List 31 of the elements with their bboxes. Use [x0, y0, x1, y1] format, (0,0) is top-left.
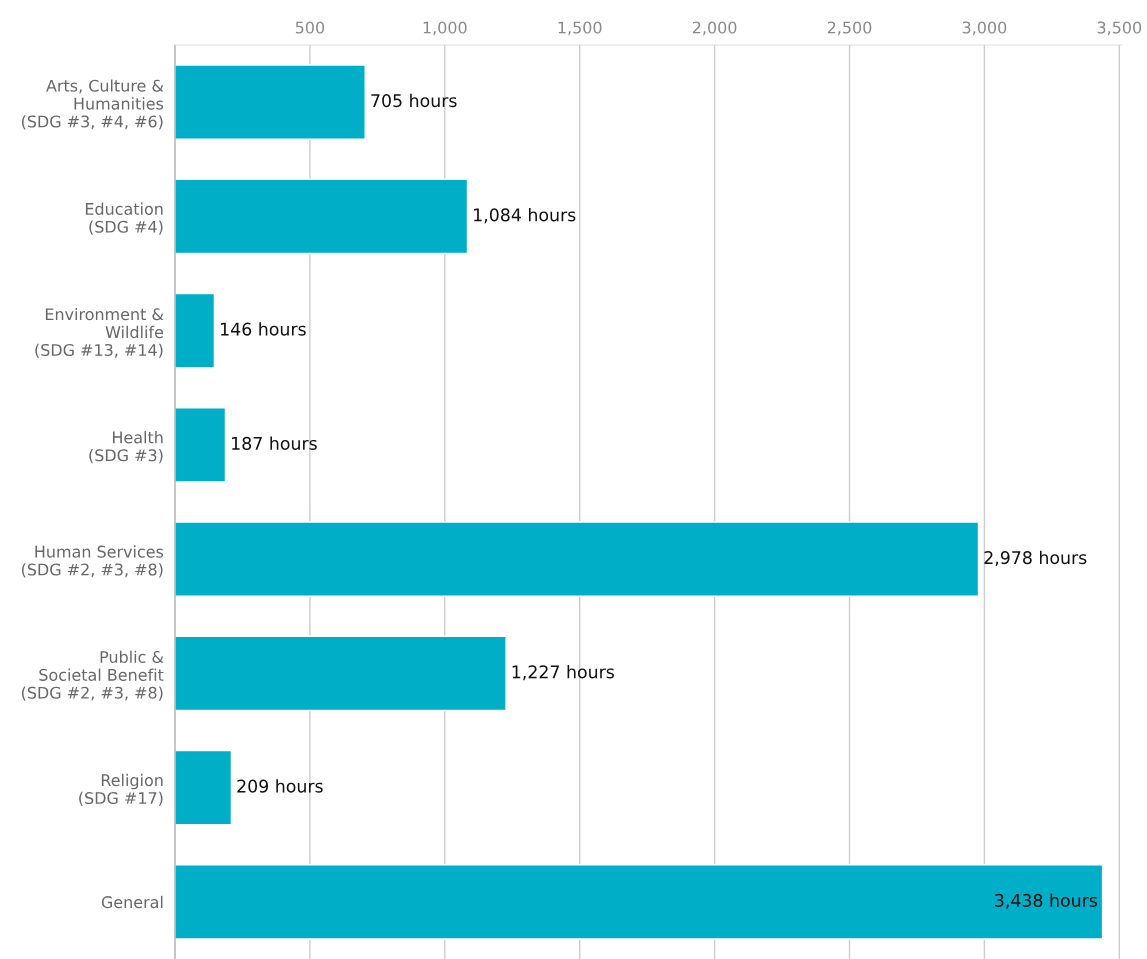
- data-label: 705 hours: [371, 93, 457, 108]
- bar: [175, 521, 980, 597]
- bar: [175, 64, 366, 140]
- y-tick-label: Education (SDG #4): [85, 202, 163, 235]
- x-tick-label: 1,500: [558, 21, 602, 36]
- bar: [175, 749, 233, 826]
- bar: [175, 635, 507, 712]
- x-tick-label: 1,000: [423, 21, 467, 36]
- data-label: 1,084 hours: [474, 207, 576, 224]
- x-tick-label: 3,000: [962, 21, 1007, 36]
- x-tick-label: 2,500: [827, 21, 872, 36]
- bar: [175, 178, 469, 255]
- data-label: 3,438 hours: [995, 893, 1097, 909]
- bar: [175, 292, 216, 369]
- x-tick-label: 2,000: [692, 21, 737, 36]
- data-label: 187 hours: [232, 436, 317, 450]
- data-label: 209 hours: [237, 779, 323, 793]
- data-label: 1,227 hours: [512, 664, 614, 681]
- y-tick-label: Environment & Wildlife (SDG #13, #14): [35, 307, 164, 358]
- bar: [175, 407, 227, 483]
- y-tick-label: Health (SDG #3): [89, 431, 163, 464]
- y-tick-label: Human Services (SDG #2, #3, #8): [21, 545, 164, 578]
- y-tick-label: Religion (SDG #17): [79, 773, 163, 806]
- y-tick-label: General: [101, 895, 163, 909]
- x-tick-label: 3,500: [1097, 21, 1142, 36]
- data-label: 146 hours: [221, 322, 306, 336]
- y-tick-label: Public & Societal Benefit (SDG #2, #3, #8): [21, 650, 164, 701]
- x-tick-label: 500: [295, 21, 325, 34]
- data-label: 2,978 hours: [984, 550, 1087, 566]
- bar: [175, 864, 1104, 940]
- y-tick-label: Arts, Culture & Humanities (SDG #3, #4, #6): [21, 79, 164, 130]
